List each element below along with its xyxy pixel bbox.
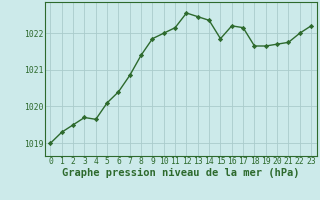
X-axis label: Graphe pression niveau de la mer (hPa): Graphe pression niveau de la mer (hPa) [62,168,300,178]
